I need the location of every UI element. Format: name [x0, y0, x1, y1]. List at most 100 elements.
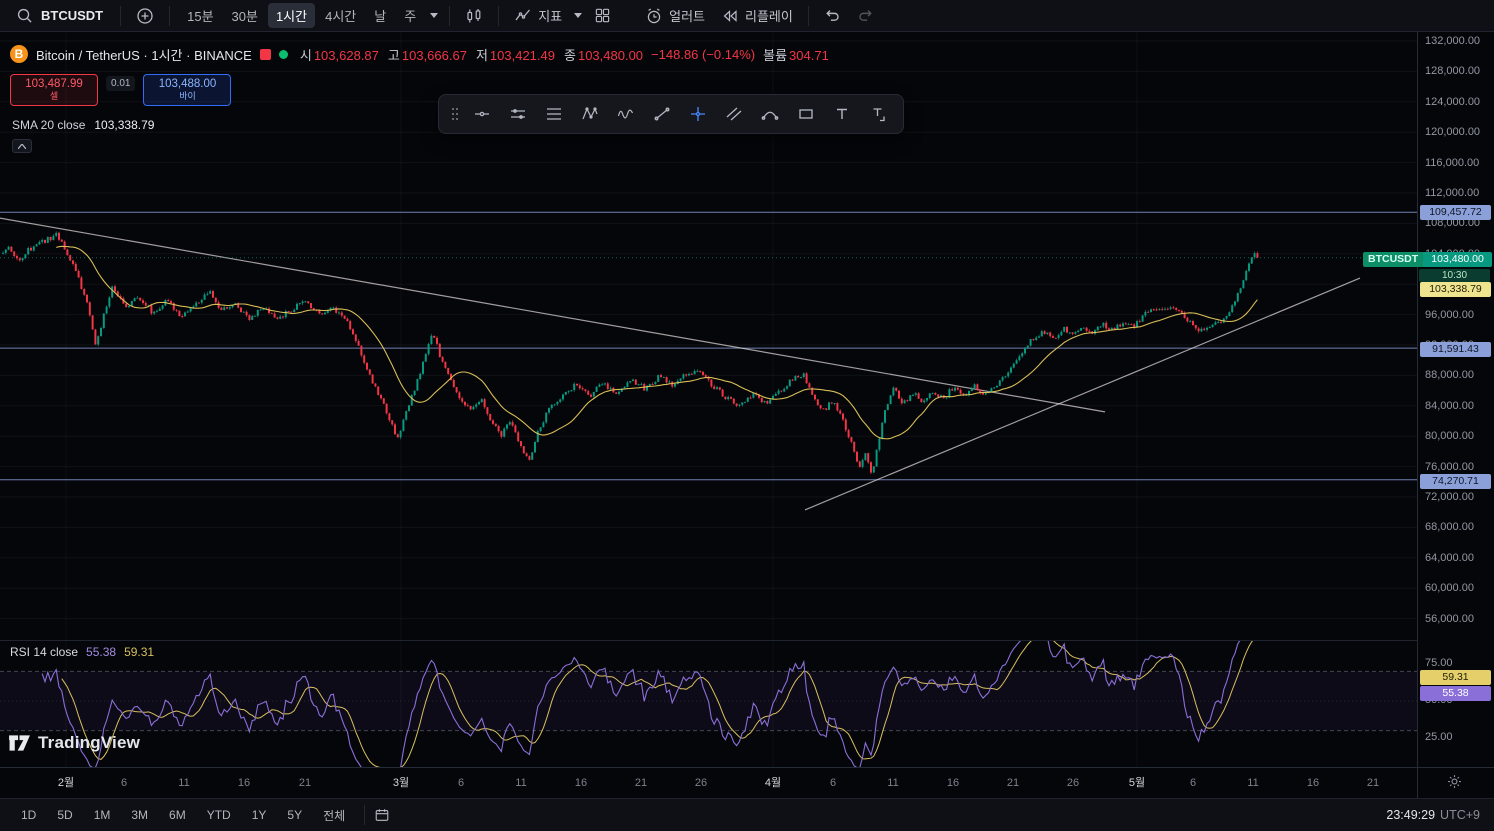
- symbol-legend[interactable]: B Bitcoin / TetherUS · 1시간 · BINANCE 시 10…: [10, 44, 829, 64]
- plus-circle-icon: [136, 7, 154, 25]
- sma-label: SMA 20 close: [12, 118, 86, 132]
- replay-icon: [721, 7, 739, 25]
- range-button-1D[interactable]: 1D: [14, 805, 43, 825]
- interval-button-주[interactable]: 주: [396, 3, 424, 28]
- horizontal-line-tool-icon[interactable]: [465, 99, 499, 129]
- interval-button-30분[interactable]: 30분: [224, 3, 266, 28]
- axis-settings-gear-icon[interactable]: [1447, 774, 1462, 789]
- trend-line-tool-icon[interactable]: [645, 99, 679, 129]
- interval-menu-button[interactable]: [428, 13, 440, 18]
- range-button-1M[interactable]: 1M: [87, 805, 118, 825]
- rsi-ma-badge: 59.31: [1420, 670, 1491, 685]
- divider: [498, 5, 500, 26]
- tradingview-watermark[interactable]: TradingView: [8, 733, 140, 753]
- range-button-1Y[interactable]: 1Y: [245, 805, 274, 825]
- buy-price: 103,488.00: [158, 78, 217, 91]
- fib-retracement-tool-icon[interactable]: [537, 99, 571, 129]
- alert-button[interactable]: 얼러트: [639, 3, 711, 28]
- time-label: 2월: [57, 777, 75, 789]
- chart-type-button[interactable]: [459, 4, 489, 28]
- divider: [364, 805, 366, 825]
- time-label: 21: [1006, 777, 1020, 789]
- buy-button[interactable]: 103,488.00 바이: [143, 74, 232, 106]
- time-label: 16: [237, 777, 251, 789]
- drawing-toolbar: [438, 94, 904, 134]
- interval-button-15분[interactable]: 15분: [179, 3, 221, 28]
- interval-button-1시간[interactable]: 1시간: [267, 3, 316, 28]
- bitcoin-logo-icon: B: [10, 45, 28, 63]
- clock[interactable]: 23:49:29: [1386, 808, 1436, 822]
- time-label: 21: [298, 777, 312, 789]
- symbol-name: BTCUSDT: [41, 8, 104, 23]
- price-tick: 116,000.00: [1425, 156, 1480, 169]
- rsi-label: RSI 14 close: [10, 645, 79, 659]
- interval-group: 15분 30분 1시간 4시간 날 주: [179, 3, 424, 28]
- curve-tool-icon[interactable]: [753, 99, 787, 129]
- drag-handle-icon[interactable]: [447, 99, 463, 129]
- ohlc-field: 종 103,480.00: [564, 47, 644, 63]
- range-button-5D[interactable]: 5D: [50, 805, 79, 825]
- ohlc-field: 시 103,628.87: [299, 47, 379, 63]
- data-connection-icon: [278, 49, 288, 59]
- trend-lines-tool-icon[interactable]: [501, 99, 535, 129]
- divider: [120, 5, 122, 26]
- rsi-legend[interactable]: RSI 14 close 55.38 59.31: [10, 645, 154, 659]
- sell-button[interactable]: 103,487.99 셀: [10, 74, 98, 106]
- rsi-value: 55.38: [86, 645, 117, 659]
- redo-icon: [857, 7, 874, 24]
- last-price-symbol: BTCUSDT: [1363, 252, 1424, 267]
- ohlc-field: 고 103,666.67: [387, 47, 467, 63]
- compare-add-button[interactable]: [130, 4, 160, 28]
- divider: [449, 5, 451, 26]
- interval-button-4시간[interactable]: 4시간: [317, 3, 364, 28]
- redo-button[interactable]: [851, 4, 880, 27]
- price-tick: 76,000.00: [1425, 460, 1474, 473]
- symbol-search-button[interactable]: BTCUSDT: [8, 5, 111, 26]
- rsi-value-badge: 55.38: [1420, 686, 1491, 701]
- market-status-icon[interactable]: [259, 48, 271, 60]
- rsi-tick: 75.00: [1425, 657, 1453, 669]
- range-button-3M[interactable]: 3M: [124, 805, 155, 825]
- time-label: 4월: [764, 777, 782, 789]
- xabcd-pattern-tool-icon[interactable]: [573, 99, 607, 129]
- replay-button[interactable]: 리플레이: [715, 3, 799, 28]
- time-axis[interactable]: 2월 6 11 16 21 3월 6 11 16 21 26 4월 6 11 16 21 26 5월 6 11 16 21: [0, 767, 1494, 798]
- tradingview-logo-icon: [8, 734, 31, 752]
- indicators-button[interactable]: 지표: [508, 3, 568, 28]
- price-tick: 60,000.00: [1425, 582, 1474, 595]
- chart-stage: B Bitcoin / TetherUS · 1시간 · BINANCE 시 10…: [0, 32, 1494, 798]
- price-axis[interactable]: 132,000.00 128,000.00 124,000.00 120,000.00…: [1417, 32, 1494, 798]
- volume-field: 볼륨 304.71: [763, 45, 829, 64]
- collapse-legend-button[interactable]: [12, 139, 32, 153]
- undo-button[interactable]: [818, 4, 847, 27]
- indicators-menu-button[interactable]: [572, 13, 584, 18]
- layout-grid-button[interactable]: [588, 4, 617, 27]
- rectangle-tool-icon[interactable]: [789, 99, 823, 129]
- parallel-channel-tool-icon[interactable]: [717, 99, 751, 129]
- range-button-전체[interactable]: 전체: [316, 804, 352, 827]
- crosshair-tool-icon[interactable]: [681, 99, 715, 129]
- sma-legend[interactable]: SMA 20 close 103,338.79: [12, 118, 154, 132]
- range-button-YTD[interactable]: YTD: [200, 805, 238, 825]
- time-label: 16: [574, 777, 588, 789]
- range-button-6M[interactable]: 6M: [162, 805, 193, 825]
- divider: [807, 5, 809, 26]
- top-toolbar: BTCUSDT 15분 30분 1시간 4시간 날 주 지표: [0, 0, 1494, 32]
- search-icon: [16, 7, 33, 24]
- timezone[interactable]: UTC+9: [1440, 808, 1480, 822]
- text-tool-icon[interactable]: [825, 99, 859, 129]
- go-to-date-button[interactable]: [370, 804, 394, 826]
- rsi-chart-canvas[interactable]: [0, 640, 1417, 768]
- spread-value: 0.01: [106, 76, 136, 91]
- interval-button-날[interactable]: 날: [366, 3, 394, 28]
- calendar-icon: [374, 807, 390, 823]
- anchored-text-tool-icon[interactable]: [861, 99, 895, 129]
- ohlc-values: 시 103,628.87 고 103,666.67 저 103,421.49 종 103,48…: [300, 45, 643, 64]
- indicators-label: 지표: [538, 9, 563, 24]
- level-price-badge: 109,457.72: [1420, 205, 1491, 220]
- time-label: 11: [887, 777, 899, 789]
- elliott-wave-tool-icon[interactable]: [609, 99, 643, 129]
- ohlc-field: 저 103,421.49: [475, 47, 555, 63]
- indicators-icon: [514, 7, 532, 25]
- range-button-5Y[interactable]: 5Y: [280, 805, 309, 825]
